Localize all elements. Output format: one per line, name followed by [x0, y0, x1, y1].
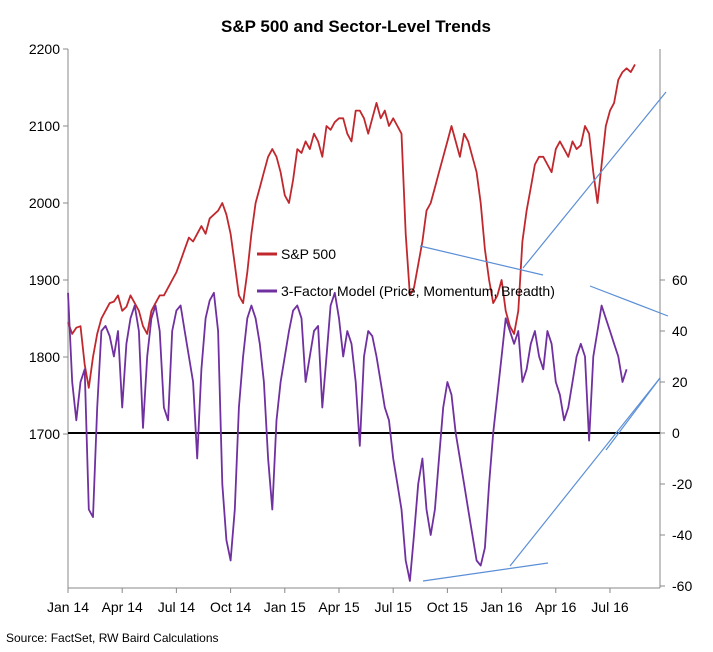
- trendline: [419, 245, 544, 276]
- axes: 2200 2100 2000 1900 1800 1700 60 40 20 0 -20 -40 -60…: [29, 41, 693, 615]
- x-tick-label: Jan 15: [264, 599, 306, 615]
- series-lines: [67, 63, 636, 582]
- right-tick-label: 60: [672, 272, 688, 288]
- trendline: [422, 562, 549, 582]
- x-tick-label: Jan 16: [481, 599, 523, 615]
- legend-label-sp500: S&P 500: [281, 246, 336, 262]
- left-tick-label: 2200: [29, 41, 60, 57]
- sp500-line: [67, 63, 636, 389]
- left-tick-label: 1700: [29, 426, 60, 442]
- x-tick-label: Jul 16: [591, 599, 629, 615]
- source-note: Source: FactSet, RW Baird Calculations: [6, 631, 219, 645]
- x-tick-label: Oct 14: [210, 599, 251, 615]
- right-tick-label: 0: [672, 425, 680, 441]
- x-tick-label: Apr 16: [535, 599, 576, 615]
- x-tick-label: Oct 15: [427, 599, 468, 615]
- trendlines: [419, 91, 669, 582]
- left-tick-label: 1900: [29, 272, 60, 288]
- legend-label-three-factor: 3-Factor Model (Price, Momentum, Breadth…: [281, 283, 555, 299]
- left-tick-label: 2100: [29, 118, 60, 134]
- trendline: [509, 377, 661, 567]
- legend: S&P 500 3-Factor Model (Price, Momentum, …: [257, 246, 555, 299]
- x-tick-label: Jan 14: [47, 599, 89, 615]
- left-tick-label: 1800: [29, 349, 60, 365]
- right-tick-label: 40: [672, 323, 688, 339]
- x-tick-label: Jul 14: [158, 599, 196, 615]
- chart-title: S&P 500 and Sector-Level Trends: [221, 17, 491, 36]
- three-factor-line: [67, 291, 628, 582]
- right-tick-label: -20: [672, 476, 692, 492]
- x-tick-label: Jul 15: [375, 599, 413, 615]
- right-tick-label: -60: [672, 578, 692, 594]
- x-tick-label: Apr 15: [318, 599, 359, 615]
- trendline: [522, 91, 667, 269]
- left-tick-label: 2000: [29, 195, 60, 211]
- x-tick-label: Apr 14: [102, 599, 143, 615]
- right-tick-label: -40: [672, 527, 692, 543]
- right-tick-label: 20: [672, 374, 688, 390]
- trendline: [589, 285, 669, 317]
